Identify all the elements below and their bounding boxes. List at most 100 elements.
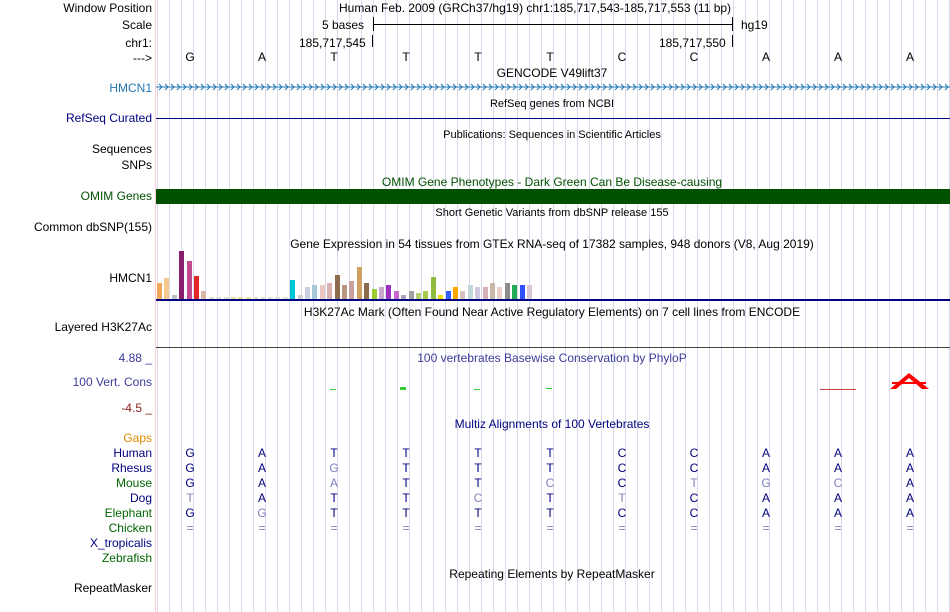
gtex-label[interactable]: HMCN1 bbox=[109, 271, 152, 285]
gencode-label[interactable]: HMCN1 bbox=[109, 81, 152, 95]
gtex-tissue-bar[interactable] bbox=[297, 295, 303, 299]
refseq-gene-line[interactable] bbox=[156, 118, 950, 119]
gencode-gene-line[interactable] bbox=[156, 81, 950, 93]
gtex-tissue-bar[interactable] bbox=[223, 297, 229, 299]
gtex-tissue-bar[interactable] bbox=[282, 297, 288, 299]
gtex-tissue-bar[interactable] bbox=[460, 291, 466, 299]
dbsnp-label[interactable]: Common dbSNP(155) bbox=[33, 220, 152, 234]
gtex-tissue-bar[interactable] bbox=[401, 295, 407, 299]
species-label-mouse[interactable]: Mouse bbox=[115, 476, 152, 490]
strand-chevron bbox=[536, 83, 541, 91]
strand-label: ---> bbox=[133, 51, 152, 65]
gtex-tissue-bar[interactable] bbox=[512, 285, 518, 299]
gtex-tissue-bar[interactable] bbox=[364, 283, 370, 299]
gtex-tissue-bar[interactable] bbox=[438, 295, 444, 299]
gtex-tissue-bar[interactable] bbox=[208, 297, 214, 299]
strand-chevron bbox=[428, 83, 433, 91]
gtex-tissue-bar[interactable] bbox=[305, 287, 310, 299]
gtex-tissue-bar[interactable] bbox=[334, 275, 340, 299]
repeatmasker-label[interactable]: RepeatMasker bbox=[73, 581, 152, 595]
gtex-tissue-bar[interactable] bbox=[386, 285, 392, 299]
alignment-base: T bbox=[186, 491, 194, 505]
gtex-tissue-bar[interactable] bbox=[319, 285, 325, 299]
species-label-rhesus[interactable]: Rhesus bbox=[111, 461, 152, 475]
grid-line bbox=[157, 0, 158, 612]
alignment-base: C bbox=[473, 491, 483, 505]
refseq-label[interactable]: RefSeq Curated bbox=[65, 111, 152, 125]
omim-label[interactable]: OMIM Genes bbox=[80, 189, 152, 203]
gtex-tissue-bar[interactable] bbox=[238, 297, 244, 299]
strand-chevron bbox=[440, 83, 445, 91]
grid-line bbox=[433, 0, 434, 612]
strand-chevron bbox=[764, 83, 769, 91]
gtex-tissue-bar[interactable] bbox=[164, 278, 170, 299]
gtex-tissue-bar[interactable] bbox=[504, 283, 510, 299]
species-label-elephant[interactable]: Elephant bbox=[104, 506, 152, 520]
multiz-gaps-label[interactable]: Gaps bbox=[123, 431, 152, 445]
alignment-base: T bbox=[546, 491, 554, 505]
gtex-tissue-bar[interactable] bbox=[157, 283, 162, 299]
gtex-tissue-bar[interactable] bbox=[260, 297, 266, 299]
gtex-tissue-bar[interactable] bbox=[201, 291, 207, 299]
strand-chevron bbox=[410, 83, 415, 91]
gtex-tissue-bar[interactable] bbox=[349, 281, 355, 299]
gtex-tissue-bar[interactable] bbox=[490, 283, 495, 299]
gtex-tissue-bar[interactable] bbox=[179, 251, 185, 299]
gencode-title: GENCODE V49lift37 bbox=[496, 66, 608, 80]
gtex-tissue-bar[interactable] bbox=[245, 297, 251, 299]
gtex-tissue-bar[interactable] bbox=[342, 285, 347, 299]
gtex-tissue-bar[interactable] bbox=[371, 289, 377, 299]
publications-label-sequences[interactable]: Sequences bbox=[91, 142, 152, 156]
gtex-tissue-bar[interactable] bbox=[475, 287, 481, 299]
strand-chevron bbox=[854, 83, 859, 91]
gtex-tissue-bar[interactable] bbox=[231, 297, 236, 299]
gtex-tissue-bar[interactable] bbox=[445, 291, 451, 299]
gtex-tissue-bar[interactable] bbox=[453, 287, 458, 299]
species-label-zebrafish[interactable]: Zebrafish bbox=[101, 551, 152, 565]
gtex-tissue-bar[interactable] bbox=[312, 285, 318, 299]
alignment-base: C bbox=[833, 476, 843, 490]
gtex-tissue-bar[interactable] bbox=[393, 291, 399, 299]
grid-line bbox=[625, 0, 626, 612]
gtex-tissue-bar[interactable] bbox=[519, 285, 525, 299]
species-label-x-tropicalis[interactable]: X_tropicalis bbox=[89, 536, 152, 550]
gtex-tissue-bar[interactable] bbox=[482, 287, 488, 299]
omim-feature-bar[interactable] bbox=[156, 189, 950, 204]
gtex-tissue-bar[interactable] bbox=[268, 297, 273, 299]
strand-chevron bbox=[794, 83, 799, 91]
strand-chevron bbox=[374, 83, 379, 91]
gtex-tissue-bar[interactable] bbox=[194, 276, 199, 299]
alignment-base: A bbox=[761, 506, 770, 520]
grid-line bbox=[325, 0, 326, 612]
gtex-tissue-bar[interactable] bbox=[171, 295, 177, 299]
strand-chevron bbox=[872, 83, 877, 91]
publications-label-snps[interactable]: SNPs bbox=[121, 158, 152, 172]
gtex-tissue-bar[interactable] bbox=[527, 285, 532, 299]
strand-chevron bbox=[644, 83, 649, 91]
gtex-tissue-bar[interactable] bbox=[327, 283, 333, 299]
gtex-tissue-bar[interactable] bbox=[467, 285, 473, 299]
gtex-tissue-bar[interactable] bbox=[430, 277, 436, 299]
phylop-graph[interactable] bbox=[156, 365, 950, 395]
gtex-tissue-bar[interactable] bbox=[408, 291, 414, 299]
gtex-tissue-bar[interactable] bbox=[416, 293, 421, 299]
scale-bar bbox=[373, 17, 733, 31]
strand-chevron bbox=[278, 83, 283, 91]
species-label-dog[interactable]: Dog bbox=[129, 491, 152, 505]
strand-chevron bbox=[806, 83, 811, 91]
gtex-tissue-bar[interactable] bbox=[379, 287, 384, 299]
gtex-tissue-bar[interactable] bbox=[216, 297, 222, 299]
gtex-tissue-bar[interactable] bbox=[186, 261, 192, 299]
gtex-tissue-bar[interactable] bbox=[290, 280, 296, 299]
gtex-tissue-bar[interactable] bbox=[356, 267, 362, 299]
species-label-human[interactable]: Human bbox=[113, 446, 152, 460]
species-label-chicken[interactable]: Chicken bbox=[108, 521, 152, 535]
phylop-label[interactable]: 100 Vert. Cons bbox=[72, 375, 152, 389]
repeatmasker-title: Repeating Elements by RepeatMasker bbox=[449, 567, 655, 581]
gtex-tissue-bar[interactable] bbox=[423, 291, 429, 299]
gtex-tissue-bar[interactable] bbox=[497, 287, 503, 299]
alignment-base: = bbox=[834, 521, 842, 535]
h3k27ac-label[interactable]: Layered H3K27Ac bbox=[54, 320, 152, 334]
gtex-tissue-bar[interactable] bbox=[275, 297, 281, 299]
gtex-tissue-bar[interactable] bbox=[253, 297, 259, 299]
